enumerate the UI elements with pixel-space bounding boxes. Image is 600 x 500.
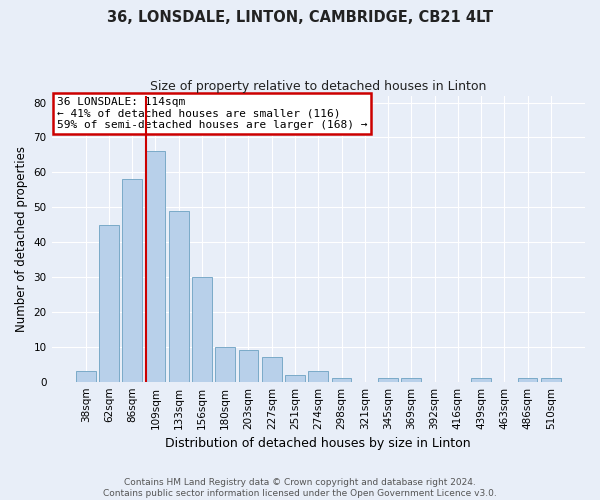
Bar xyxy=(541,378,561,382)
X-axis label: Distribution of detached houses by size in Linton: Distribution of detached houses by size … xyxy=(166,437,471,450)
Y-axis label: Number of detached properties: Number of detached properties xyxy=(15,146,28,332)
Bar xyxy=(146,152,166,382)
Bar xyxy=(192,277,212,382)
Bar xyxy=(262,358,281,382)
Bar xyxy=(285,374,305,382)
Bar xyxy=(518,378,538,382)
Bar xyxy=(378,378,398,382)
Bar xyxy=(401,378,421,382)
Bar xyxy=(122,180,142,382)
Bar xyxy=(332,378,352,382)
Text: 36, LONSDALE, LINTON, CAMBRIDGE, CB21 4LT: 36, LONSDALE, LINTON, CAMBRIDGE, CB21 4L… xyxy=(107,10,493,25)
Bar xyxy=(76,371,95,382)
Bar xyxy=(99,224,119,382)
Title: Size of property relative to detached houses in Linton: Size of property relative to detached ho… xyxy=(150,80,487,93)
Text: 36 LONSDALE: 114sqm
← 41% of detached houses are smaller (116)
59% of semi-detac: 36 LONSDALE: 114sqm ← 41% of detached ho… xyxy=(57,97,367,130)
Bar xyxy=(471,378,491,382)
Bar xyxy=(215,347,235,382)
Bar xyxy=(239,350,259,382)
Text: Contains HM Land Registry data © Crown copyright and database right 2024.
Contai: Contains HM Land Registry data © Crown c… xyxy=(103,478,497,498)
Bar xyxy=(169,210,188,382)
Bar xyxy=(308,371,328,382)
